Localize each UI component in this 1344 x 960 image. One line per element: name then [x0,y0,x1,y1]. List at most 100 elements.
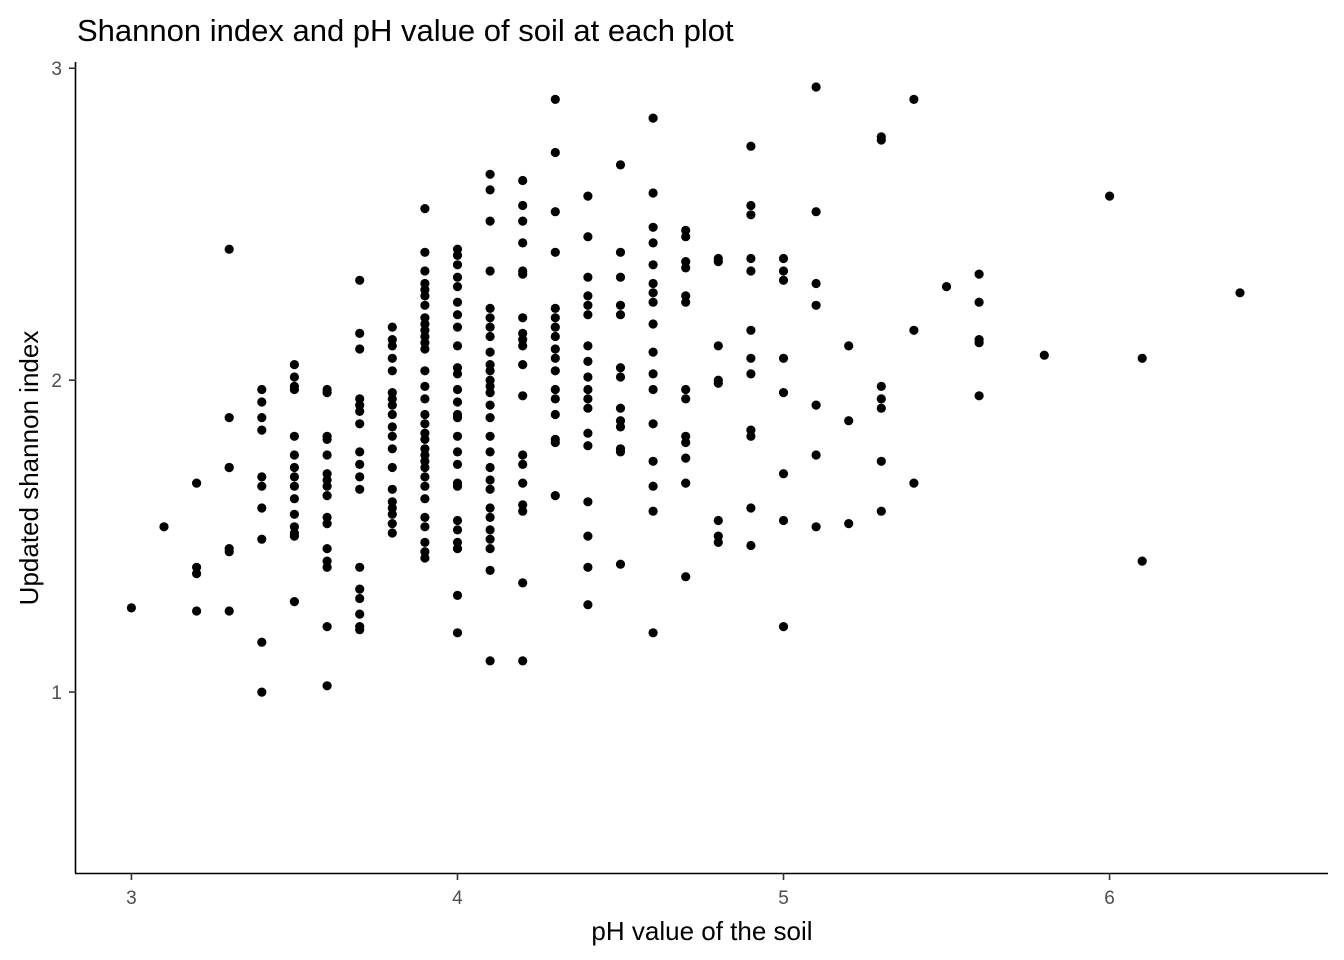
data-point [583,300,593,310]
data-point [583,191,593,201]
data-point [648,113,658,123]
data-point [550,366,560,376]
data-point [518,269,528,279]
data-point [648,278,658,289]
data-point [778,266,789,276]
data-point [387,353,397,363]
data-point [583,497,593,507]
data-point [485,447,495,457]
data-point [485,431,495,441]
data-point [355,344,365,354]
data-point [485,366,495,376]
data-point [648,347,658,357]
data-point [648,384,658,395]
data-point [746,540,756,551]
data-point [322,469,332,479]
data-point [518,200,528,211]
data-point [550,94,560,104]
data-point [974,391,984,401]
data-point [746,200,756,211]
data-point [583,341,593,351]
data-point [485,484,495,494]
data-point [746,210,756,220]
data-point [485,534,495,544]
data-point [192,606,202,616]
data-point [550,331,560,342]
y-axis-ticks: 1 2 3 [51,59,76,704]
data-point [387,366,397,376]
data-point [518,335,528,345]
data-point [420,537,430,548]
data-point [420,394,430,404]
data-point [289,494,299,504]
data-point [550,353,560,363]
data-point [192,562,202,572]
data-point [420,512,430,523]
data-point [583,531,593,541]
data-point [322,622,332,632]
data-point [844,416,854,426]
data-point [746,141,756,151]
data-point [420,338,430,348]
data-point [420,462,430,473]
data-point [192,478,202,488]
data-point [518,500,528,510]
data-point [974,269,984,279]
data-point [485,525,495,535]
data-point [615,559,626,569]
data-point [485,347,495,357]
data-point [550,207,560,217]
data-points [126,82,1245,697]
data-point [420,319,430,329]
data-point [713,515,723,526]
data-point [615,310,626,320]
data-point [681,453,691,463]
data-point [518,341,528,351]
data-point [518,313,528,323]
data-point [974,297,984,307]
data-point [289,531,299,541]
data-point [289,509,299,519]
data-point [648,288,658,298]
data-point [485,303,495,313]
data-point [778,253,789,264]
data-point [518,506,528,516]
data-point [876,394,886,404]
data-point [615,247,626,257]
data-point [452,431,463,441]
data-point [615,447,626,457]
data-point [583,394,593,404]
data-point [257,481,267,491]
data-point [583,310,593,320]
x-axis-ticks: 3 4 5 6 [126,873,1115,909]
data-point [941,282,952,292]
data-point [778,515,789,526]
data-point [355,447,365,457]
data-point [387,335,397,345]
data-point [420,494,430,504]
data-point [844,341,854,351]
data-point [583,600,593,610]
data-point [648,456,658,466]
data-point [811,450,821,460]
data-point [1039,350,1049,360]
data-point [746,325,756,335]
data-point [452,590,463,601]
data-point [387,444,397,454]
data-point [420,472,430,482]
data-point [550,394,560,404]
data-point [355,275,365,285]
data-point [550,384,560,395]
data-point [420,344,430,354]
data-point [583,441,593,451]
data-point [387,341,397,351]
data-point [289,481,299,491]
data-point [224,244,234,254]
data-point [452,397,463,407]
data-point [420,419,430,429]
data-point [322,681,332,691]
x-tick-label: 4 [452,888,463,909]
data-point [355,562,365,572]
data-point [452,260,463,270]
data-point [583,562,593,572]
